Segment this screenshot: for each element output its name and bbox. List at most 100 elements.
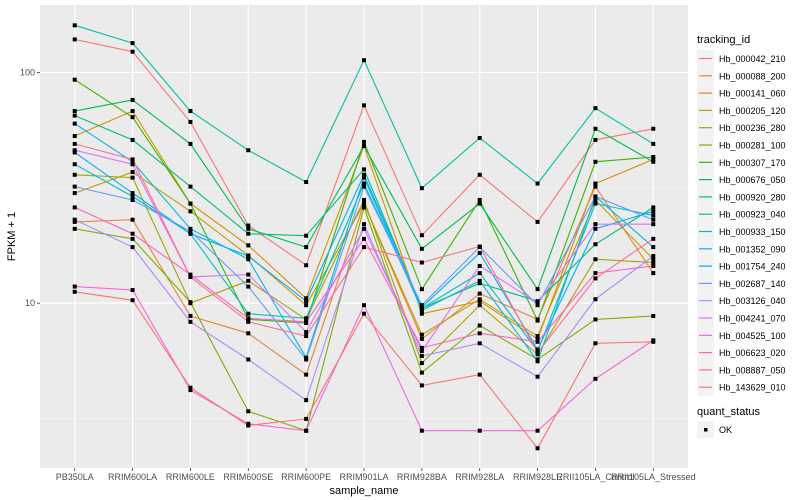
data-point-Hb_000205_120: [304, 303, 309, 308]
data-point-Hb_000088_200: [246, 331, 251, 336]
data-point-Hb_003126_040: [304, 398, 309, 403]
legend-label: Hb_000236_280: [719, 123, 786, 133]
legend-label: Hb_004241_070: [719, 314, 786, 324]
data-point-Hb_003126_040: [477, 341, 482, 346]
x-tick-label: RRIM600PE: [281, 472, 331, 482]
data-point-Hb_000042_210: [130, 49, 135, 54]
data-point-Hb_000236_280: [593, 257, 598, 262]
data-point-Hb_000205_120: [651, 257, 656, 262]
legend-label: Hb_000042_210: [719, 54, 786, 64]
data-point-Hb_001754_240: [188, 231, 193, 236]
data-point-Hb_000307_170: [188, 201, 193, 206]
legend-label: Hb_000088_200: [719, 71, 786, 81]
data-point-Hb_000307_170: [535, 318, 540, 323]
x-tick-label: RRIM600LE: [166, 472, 215, 482]
data-point-Hb_008887_050: [246, 319, 251, 324]
data-point-Hb_001754_240: [72, 150, 77, 155]
legend-label: Hb_000281_100: [719, 141, 786, 151]
data-point-Hb_006623_020: [130, 231, 135, 236]
data-point-Hb_008887_050: [362, 245, 366, 250]
data-point-Hb_000042_210: [593, 137, 598, 142]
data-point-Hb_003126_040: [535, 374, 540, 379]
data-point-Hb_000676_050: [304, 245, 309, 250]
data-point-Hb_000281_100: [188, 300, 193, 305]
data-point-Hb_000088_200: [188, 313, 193, 318]
y-axis-title: FPKM + 1: [6, 212, 18, 261]
legend-point-icon: [704, 428, 708, 432]
data-point-Hb_004525_100: [130, 288, 135, 293]
legend-label: Hb_000923_040: [719, 210, 786, 220]
data-point-Hb_002687_140: [72, 184, 77, 189]
data-point-Hb_000933_150: [651, 213, 656, 218]
x-axis: PB350LA RRIM600LA RRIM600LE RRIM600SE RRIM60…: [56, 468, 696, 482]
data-point-Hb_006623_020: [419, 345, 424, 350]
data-point-Hb_006623_020: [304, 319, 309, 324]
legend-label: Hb_001352_090: [719, 244, 786, 254]
data-point-Hb_000933_150: [246, 311, 251, 316]
data-point-Hb_000088_200: [304, 372, 309, 377]
legend-label: Hb_143629_010: [719, 383, 786, 393]
data-point-Hb_002687_140: [651, 217, 656, 222]
data-point-Hb_000307_170: [130, 115, 135, 120]
legend-shape-items: OK: [697, 421, 732, 438]
data-point-Hb_000281_100: [246, 409, 251, 414]
legend-title-tracking-id: tracking_id: [697, 34, 750, 46]
data-point-Hb_000307_170: [477, 197, 482, 202]
data-point-Hb_000236_280: [130, 175, 135, 180]
data-point-Hb_004241_070: [246, 272, 251, 277]
data-point-Hb_003126_040: [72, 217, 77, 222]
data-point-Hb_143629_010: [362, 311, 366, 316]
data-point-Hb_000676_050: [477, 201, 482, 206]
data-point-Hb_143629_010: [419, 383, 424, 388]
data-point-Hb_001352_090: [651, 245, 656, 250]
data-point-Hb_000042_210: [419, 233, 424, 238]
data-point-Hb_000088_200: [651, 271, 656, 276]
data-point-Hb_001754_240: [651, 209, 656, 214]
data-point-Hb_006623_020: [535, 339, 540, 344]
data-point-Hb_000933_150: [477, 271, 482, 276]
legend-label: Hb_002687_140: [719, 279, 786, 289]
data-point-Hb_000920_280: [246, 231, 251, 236]
data-point-Hb_004525_100: [72, 284, 77, 289]
data-point-Hb_000676_050: [72, 109, 77, 114]
data-point-Hb_000088_200: [593, 184, 598, 189]
data-point-Hb_000141_060: [246, 243, 251, 248]
data-point-Hb_000042_210: [188, 119, 193, 124]
data-point-Hb_000307_170: [419, 287, 424, 292]
data-point-Hb_008887_050: [130, 157, 135, 162]
data-point-Hb_004241_070: [651, 222, 656, 227]
data-point-Hb_000088_200: [419, 336, 424, 341]
data-point-Hb_143629_010: [72, 289, 77, 294]
data-point-Hb_000676_050: [535, 287, 540, 292]
legend-label: Hb_000205_120: [719, 106, 786, 116]
data-point-Hb_000281_100: [593, 317, 598, 322]
data-point-Hb_004525_100: [362, 303, 366, 308]
data-point-Hb_002687_140: [304, 357, 309, 362]
data-point-Hb_000307_170: [362, 139, 366, 144]
data-point-Hb_000236_280: [419, 361, 424, 366]
data-point-Hb_006623_020: [188, 272, 193, 277]
data-point-Hb_000141_060: [72, 134, 77, 139]
data-point-Hb_004241_070: [304, 329, 309, 334]
data-point-Hb_143629_010: [304, 416, 309, 421]
data-point-Hb_000042_210: [477, 172, 482, 177]
data-point-Hb_001754_240: [593, 226, 598, 231]
data-point-Hb_000205_120: [593, 197, 598, 202]
data-point-Hb_004525_100: [304, 428, 309, 433]
data-point-Hb_143629_010: [535, 446, 540, 451]
data-point-Hb_000920_280: [362, 167, 366, 172]
y-tick-label: 100: [20, 67, 35, 77]
data-point-Hb_001352_090: [477, 278, 482, 283]
data-point-Hb_000141_060: [535, 336, 540, 341]
x-tick-label: RRIM928LA: [455, 472, 504, 482]
data-point-Hb_000042_210: [362, 103, 366, 108]
data-point-Hb_001754_240: [535, 347, 540, 352]
data-point-Hb_001352_090: [72, 121, 77, 126]
data-point-Hb_000920_280: [593, 242, 598, 247]
data-point-Hb_000042_210: [304, 263, 309, 268]
data-point-Hb_000920_280: [130, 137, 135, 142]
data-point-Hb_000088_200: [477, 291, 482, 296]
data-point-Hb_000236_280: [246, 278, 251, 283]
data-point-Hb_000920_280: [72, 113, 77, 118]
data-point-Hb_006623_020: [362, 236, 366, 241]
